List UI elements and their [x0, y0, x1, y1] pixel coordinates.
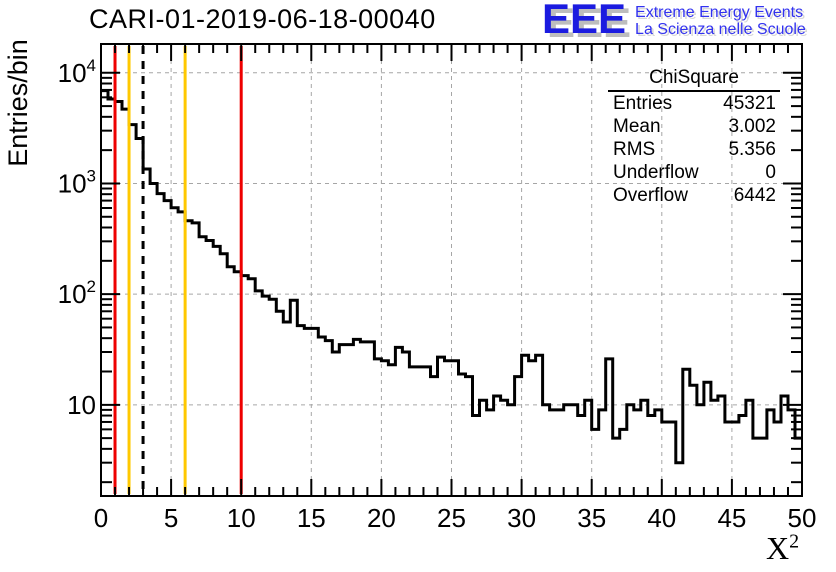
y-tick-label: 10	[67, 390, 96, 420]
x-tick-label: 45	[717, 503, 746, 533]
x-tick-label: 5	[164, 503, 178, 533]
x-tick-label: 10	[227, 503, 256, 533]
tick-layer	[100, 44, 803, 496]
stats-row-overflow: Overflow 6442	[608, 184, 780, 207]
x-tick-label: 0	[94, 503, 108, 533]
x-tick-label: 40	[647, 503, 676, 533]
stats-row-underflow: Underflow 0	[608, 161, 780, 184]
stats-label: Underflow	[613, 162, 699, 183]
stats-label: Entries	[613, 93, 673, 114]
stats-box: ChiSquare Entries 45321 Mean 3.002 RMS 5…	[608, 66, 780, 207]
x-tick-label: 50	[788, 503, 817, 533]
stats-value: 5.356	[728, 139, 776, 160]
stats-value: 45321	[723, 93, 776, 114]
x-axis-title-exponent: 2	[789, 530, 800, 553]
stats-value: 0	[765, 162, 776, 183]
eee-logo-line2: La Scienza nelle Scuole	[635, 21, 806, 38]
stats-row-rms: RMS 5.356	[608, 138, 780, 161]
x-tick-label: 25	[437, 503, 466, 533]
y-tick-label: 104	[58, 56, 96, 88]
stats-label: Overflow	[613, 185, 688, 206]
y-axis-title: Entries/bin	[3, 39, 33, 167]
stats-row-entries: Entries 45321	[608, 92, 780, 115]
grid-layer	[101, 44, 802, 496]
eee-logo: EEE Extreme Energy Events La Scienza nel…	[542, 0, 806, 42]
x-axis-title: X2	[766, 530, 799, 567]
x-tick-label: 15	[297, 503, 326, 533]
plot-title: CARI-01-2019-06-18-00040	[89, 4, 436, 34]
stats-row-mean: Mean 3.002	[608, 115, 780, 138]
x-axis-title-base: X	[766, 530, 790, 566]
eee-logo-text: Extreme Energy Events La Scienza nelle S…	[635, 4, 806, 38]
stats-label: RMS	[613, 139, 656, 160]
stats-value: 3.002	[728, 116, 776, 137]
y-tick-label: 102	[58, 277, 96, 309]
stats-value: 6442	[733, 185, 776, 206]
y-tick-label: 103	[58, 166, 96, 198]
x-tick-label: 20	[367, 503, 396, 533]
x-tick-label: 35	[577, 503, 606, 533]
stats-box-title: ChiSquare	[608, 66, 780, 92]
histogram-step-line	[101, 89, 802, 465]
eee-logo-line1: Extreme Energy Events	[635, 4, 804, 21]
eee-logo-acronym: EEE	[542, 0, 627, 42]
stats-label: Mean	[613, 116, 661, 137]
x-tick-label: 30	[507, 503, 536, 533]
